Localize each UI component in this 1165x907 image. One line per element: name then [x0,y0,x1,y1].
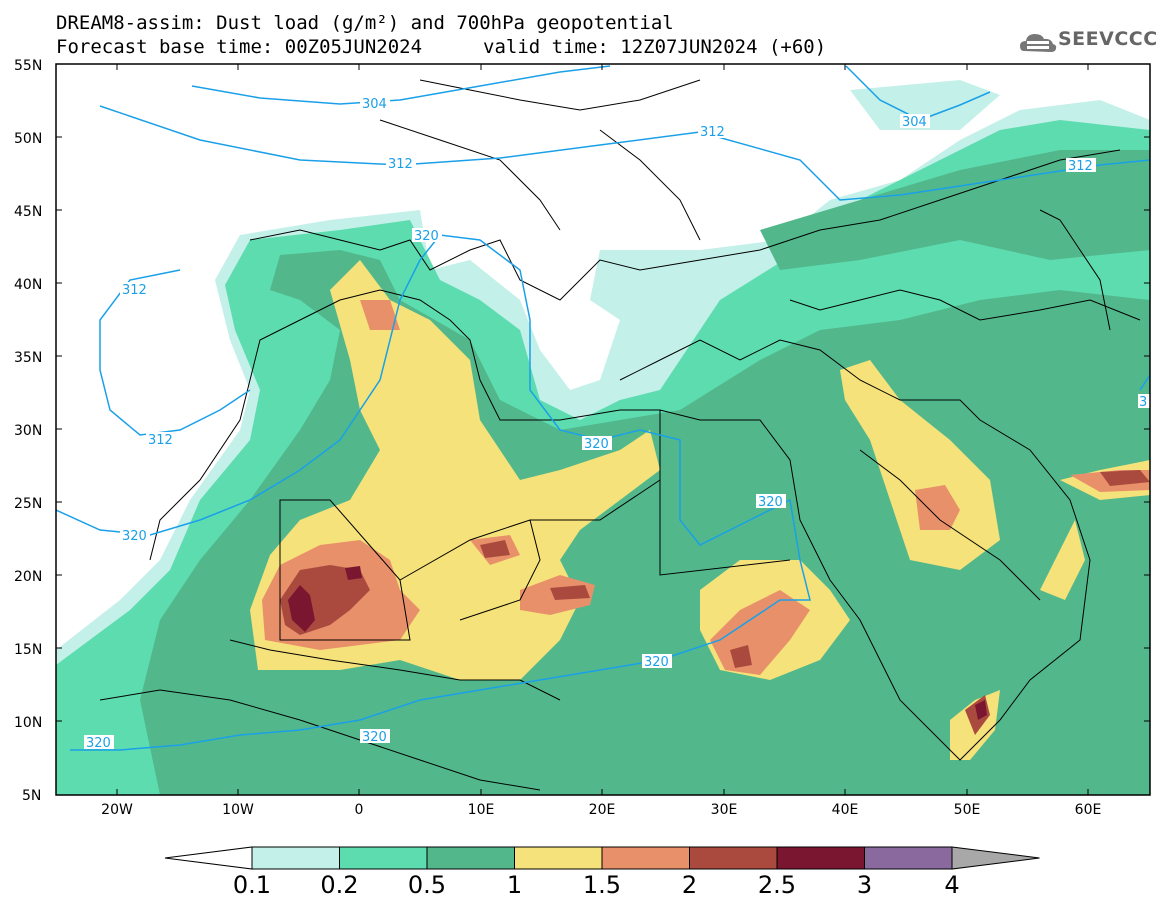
dust-level-2.5-somalia [975,700,987,720]
dust-level-2.5-mali [345,566,362,580]
contour-label: 304 [362,97,387,112]
colorbar-swatch [864,846,953,870]
lat-label: 40N [14,277,42,293]
colorbar-tick-label: 1 [507,871,522,899]
lat-label: 10N [14,715,42,731]
contour-label: 320 [414,229,439,244]
valid-time: valid time: 12Z07JUN2024 (+60) [483,36,827,58]
lon-label: 40E [832,802,859,818]
colorbar-high-arrow [951,846,1040,870]
colorbar-swatch [601,846,690,870]
lon-label: 20E [589,802,616,818]
colorbar-tick-label: 2.5 [758,871,796,899]
colorbar-swatch [514,846,603,870]
lon-label: 10W [222,802,254,818]
lat-label: 15N [14,642,42,658]
colorbar-swatch [339,846,428,870]
contour-label: 320 [86,736,111,751]
colorbar-tick-label: 0.2 [320,871,358,899]
dust-level-2-chad-east [550,585,590,600]
dust-level-2-iran [1100,470,1150,486]
lat-label: 35N [14,350,42,366]
lat-label: 5N [22,788,41,804]
logo-text: SEEVCCC [1058,28,1158,50]
dust-level-1-oman [1040,520,1085,600]
lat-label: 45N [14,204,42,220]
map-title: DREAM8-assim: Dust load (g/m²) and 700hP… [56,12,674,34]
latitude-labels: 55N 50N 45N 40N 35N 30N 25N 20N 15N 10N … [14,58,42,804]
contour-label: 312 [388,157,413,172]
longitude-labels: 20W 10W 0 10E 20E 30E 40E 50E 60E [101,802,1101,818]
lon-label: 20W [101,802,133,818]
lon-label: 30E [711,802,738,818]
dust-level-0.5-east [760,150,1150,270]
contour-label: 312 [148,433,173,448]
contour-label: 320 [758,495,783,510]
dust-level-1.5-algeria-north [360,300,400,330]
cloud-icon [1020,34,1057,52]
dust-level-0.1-north [850,80,1000,130]
colorbar-tick-label: 0.5 [408,871,446,899]
dust-level-2.5 [288,585,315,632]
axis-ticks [56,63,1150,795]
colorbar-tick-label: 4 [944,871,959,899]
colorbar-low-arrow [164,846,253,870]
colorbar-tick-label: 0.1 [233,871,271,899]
contour-label: 320 [122,529,147,544]
colorbar-swatch [776,846,865,870]
colorbar-swatch [689,846,778,870]
colorbar-tick-label: 2 [682,871,697,899]
contour-label: 320 [362,730,387,745]
lat-label: 20N [14,569,42,585]
colorbar: 0.1 0.2 0.5 1 1.5 2 2.5 3 4 [164,846,1040,899]
colorbar-swatches [251,846,1040,870]
lat-label: 55N [14,58,42,74]
lon-label: 10E [468,802,495,818]
contour-label: 312 [1068,159,1093,174]
contour-label: 320 [584,437,609,452]
contour-labels: 304 304 312 312 312 312 312 320 320 320 … [84,96,1150,751]
lat-label: 50N [14,131,42,147]
colorbar-tick-labels: 0.1 0.2 0.5 1 1.5 2 2.5 3 4 [233,871,960,899]
colorbar-tick-label: 3 [857,871,872,899]
lon-label: 50E [954,802,981,818]
lon-label: 0 [355,802,364,818]
colorbar-tick-label: 1.5 [583,871,621,899]
dust-level-1.5-arabia [915,485,960,530]
contour-label: 320 [644,655,669,670]
lon-label: 60E [1075,802,1102,818]
contour-label: 304 [902,115,927,130]
colorbar-swatch [426,846,515,870]
dust-level-2-chad [480,540,510,558]
dust-level-2-sudan [730,645,752,668]
contour-label: 312 [122,283,147,298]
country-borders [99,79,1141,791]
dust-fields: 304 304 312 312 312 312 312 320 320 320 … [56,64,1150,795]
lat-label: 25N [14,496,42,512]
forecast-base-time: Forecast base time: 00Z05JUN2024 [56,36,423,58]
lat-label: 30N [14,423,42,439]
seevccc-logo [1018,27,1158,57]
contour-label: 3 [1139,395,1147,410]
contour-label: 312 [700,125,725,140]
dust-level-1-arabia [840,360,1000,570]
colorbar-swatch [251,846,340,870]
